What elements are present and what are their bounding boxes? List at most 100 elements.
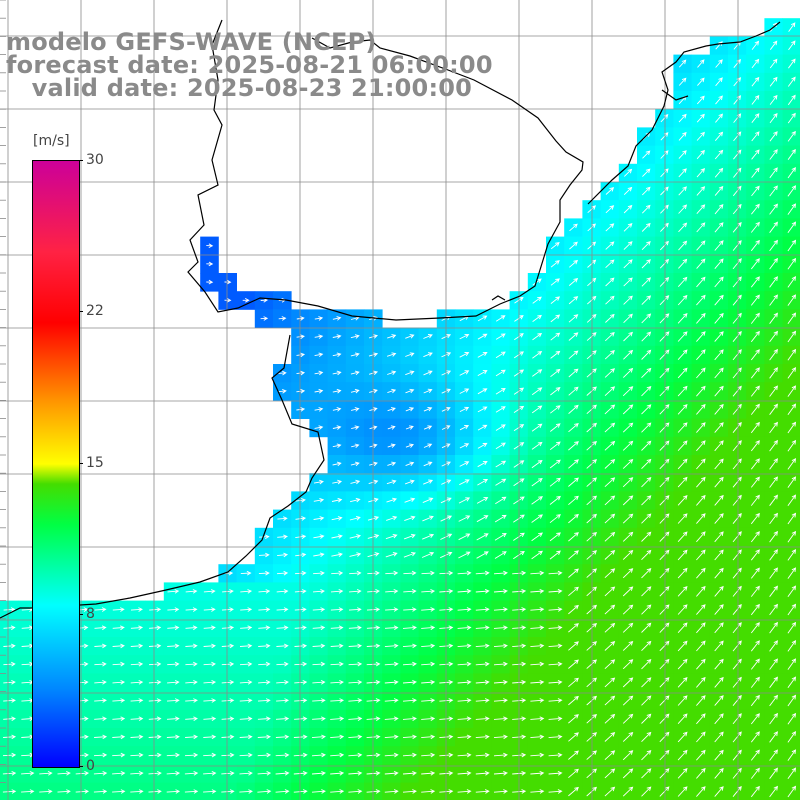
wind-arrow <box>221 661 235 667</box>
wind-arrow <box>457 789 472 794</box>
wind-arrow <box>549 532 561 542</box>
wind-arrow <box>605 187 615 195</box>
wind-arrow <box>604 732 616 742</box>
wind-arrow <box>696 585 706 597</box>
wind-arrow <box>184 770 199 776</box>
wind-arrow <box>751 185 760 197</box>
wind-arrow <box>604 422 616 433</box>
wind-arrow <box>769 567 778 579</box>
wind-arrow <box>312 643 326 649</box>
wind-arrow <box>623 331 633 342</box>
wind-arrow <box>240 570 252 576</box>
wind-arrow <box>148 716 162 721</box>
wind-arrow <box>457 716 472 721</box>
wind-arrow <box>475 679 490 685</box>
wind-arrow <box>586 531 597 542</box>
wind-arrow <box>240 607 253 612</box>
wind-arrow <box>714 440 724 452</box>
wind-arrow <box>112 643 125 649</box>
wind-arrow <box>769 694 778 707</box>
wind-arrow <box>732 294 742 306</box>
wind-arrow <box>641 677 652 688</box>
wind-arrow <box>751 76 760 87</box>
wind-arrow <box>476 515 489 523</box>
wind-arrow <box>750 294 760 306</box>
wind-arrow <box>387 370 397 376</box>
wind-arrow <box>569 223 578 232</box>
wind-arrow <box>330 679 344 685</box>
wind-arrow <box>787 403 797 416</box>
colorbar-label-0: 0 <box>86 758 95 774</box>
wind-arrow <box>206 243 214 249</box>
wind-arrow <box>495 496 507 505</box>
wind-arrow <box>258 570 270 576</box>
wind-arrow <box>239 679 253 685</box>
wind-arrow <box>769 585 778 597</box>
wind-arrow <box>787 385 797 397</box>
wind-arrow <box>751 203 760 215</box>
wind-arrow <box>348 661 363 667</box>
wind-arrow <box>696 403 706 415</box>
wind-arrow <box>623 223 633 232</box>
wind-arrow <box>495 442 506 450</box>
wind-arrow <box>787 585 797 598</box>
wind-arrow <box>732 676 742 688</box>
wind-arrow <box>531 478 543 487</box>
wind-arrow <box>678 204 688 214</box>
wind-arrow <box>659 476 670 488</box>
wind-arrow <box>387 461 397 467</box>
wind-arrow <box>112 698 126 703</box>
wind-arrow <box>532 369 543 377</box>
wind-arrow <box>660 186 669 196</box>
wind-arrow <box>568 404 579 414</box>
wind-arrow <box>787 185 797 197</box>
wind-arrow <box>550 242 560 250</box>
wind-arrow <box>751 149 760 160</box>
wind-arrow <box>714 695 724 706</box>
wind-arrow <box>677 422 688 433</box>
wind-arrow <box>385 607 399 612</box>
wind-arrow <box>622 386 634 397</box>
wind-arrow <box>641 731 652 743</box>
wind-arrow <box>641 241 651 251</box>
wind-arrow <box>457 625 472 630</box>
wind-arrow <box>550 296 561 304</box>
wind-arrow <box>185 625 198 631</box>
wind-arrow <box>568 477 579 487</box>
wind-arrow <box>750 349 760 361</box>
wind-arrow <box>405 443 414 448</box>
wind-arrow <box>750 512 760 525</box>
wind-arrow <box>659 313 670 324</box>
wind-arrow <box>787 785 797 798</box>
wind-arrow <box>258 661 271 667</box>
wind-arrow <box>622 640 634 651</box>
wind-arrow <box>495 424 506 431</box>
wind-arrow <box>677 586 688 597</box>
wind-arrow <box>732 731 742 743</box>
wind-arrow <box>385 570 399 576</box>
wind-arrow <box>148 789 162 794</box>
wind-arrow <box>769 276 778 288</box>
wind-arrow <box>548 734 563 740</box>
wind-arrow <box>678 240 688 251</box>
wind-arrow <box>403 533 416 540</box>
wind-arrow <box>714 676 724 688</box>
wind-arrow <box>421 607 436 612</box>
wind-arrow <box>311 752 326 758</box>
wind-arrow <box>332 425 342 430</box>
wind-arrow <box>769 131 778 142</box>
wind-arrow <box>276 589 289 594</box>
wind-arrow <box>604 677 616 688</box>
wind-arrow <box>769 149 778 160</box>
wind-arrow <box>677 622 688 634</box>
wind-arrow <box>493 607 508 612</box>
wind-arrow <box>769 167 778 179</box>
wind-arrow <box>732 276 742 288</box>
wind-arrow <box>477 479 489 486</box>
wind-arrow <box>714 312 724 324</box>
wind-arrow <box>275 789 290 794</box>
wind-arrow <box>641 367 652 379</box>
wind-arrow <box>568 604 579 615</box>
wind-arrow <box>350 407 360 412</box>
wind-arrow <box>149 625 162 631</box>
